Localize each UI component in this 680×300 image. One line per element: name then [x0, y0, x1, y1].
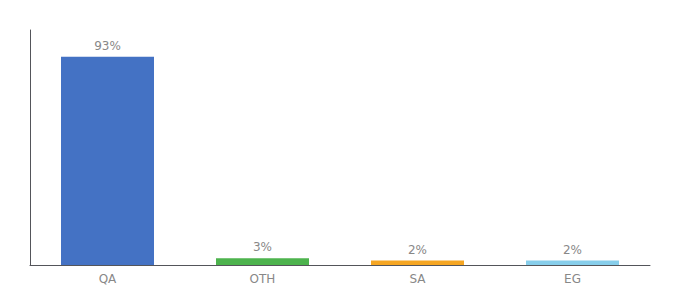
- svg-text:SA: SA: [409, 272, 426, 286]
- svg-text:2%: 2%: [563, 243, 582, 257]
- svg-text:QA: QA: [99, 272, 117, 286]
- svg-text:EG: EG: [564, 272, 581, 286]
- svg-text:3%: 3%: [253, 240, 272, 254]
- svg-text:OTH: OTH: [250, 272, 276, 286]
- svg-text:2%: 2%: [408, 243, 427, 257]
- svg-text:93%: 93%: [94, 39, 121, 53]
